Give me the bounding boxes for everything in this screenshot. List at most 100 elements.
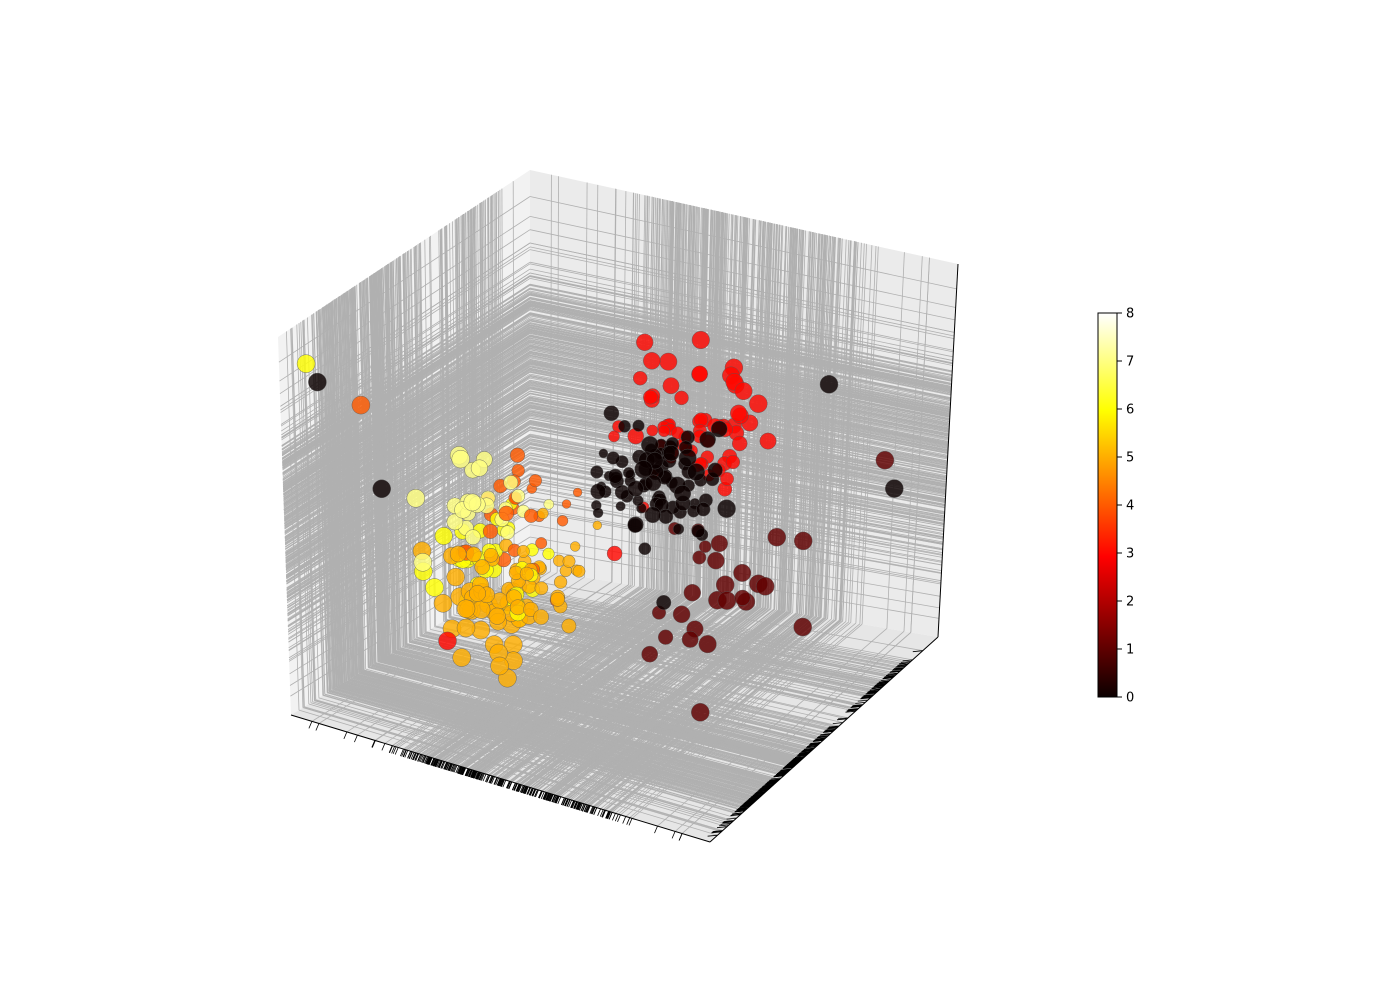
y-axis-tick bbox=[773, 775, 784, 778]
colorbar-ticks: 0 1 2 3 4 5 6 7 8 bbox=[1117, 307, 1134, 706]
y-axis-tick bbox=[875, 683, 886, 686]
x-axis-tick bbox=[516, 784, 520, 792]
x-axis-tick bbox=[412, 752, 416, 760]
scatter-point bbox=[641, 645, 659, 663]
x-axis-tick bbox=[577, 802, 582, 811]
grid-line-y bbox=[329, 690, 748, 809]
x-axis-tick bbox=[564, 798, 569, 807]
y-axis-tick bbox=[757, 790, 768, 792]
x-axis-tick bbox=[404, 750, 409, 758]
grid-line-z bbox=[529, 314, 951, 400]
x-axis-tick bbox=[506, 781, 511, 789]
y-axis-tick bbox=[779, 770, 790, 772]
y-axis-tick bbox=[861, 696, 872, 698]
x-axis-tick bbox=[557, 796, 562, 804]
scatter-point bbox=[767, 528, 786, 547]
grid-line-y bbox=[395, 650, 811, 753]
x-axis-tick bbox=[461, 767, 466, 775]
y-axis-tick bbox=[789, 760, 800, 763]
y-axis-tick bbox=[766, 781, 777, 784]
grid-line-z bbox=[287, 461, 531, 615]
grid-line-x bbox=[685, 205, 695, 595]
scatter-point bbox=[524, 508, 539, 523]
grid-line-y bbox=[365, 278, 375, 664]
grid-line-x bbox=[861, 246, 879, 625]
x-axis-tick bbox=[497, 778, 502, 786]
grid-line-x bbox=[685, 205, 694, 595]
y-axis-tick bbox=[775, 773, 786, 776]
grid-line-z bbox=[285, 404, 531, 560]
grid-line-y bbox=[514, 577, 923, 652]
grid-line-y bbox=[446, 619, 859, 710]
x-axis-tick bbox=[524, 786, 529, 794]
grid-line-y bbox=[341, 683, 759, 800]
x-axis-tick bbox=[526, 787, 531, 795]
grid-line-y bbox=[354, 286, 364, 671]
grid-line-y bbox=[319, 308, 332, 691]
grid-line-y bbox=[450, 616, 863, 706]
scatter-point bbox=[608, 430, 620, 443]
grid-line-z bbox=[284, 361, 531, 520]
scatter-point bbox=[553, 575, 568, 589]
grid-line-x bbox=[662, 200, 670, 591]
y-axis-tick bbox=[741, 803, 753, 806]
grid-line-y bbox=[304, 706, 723, 831]
x-axis-tick bbox=[495, 777, 500, 786]
x-axis-tick bbox=[481, 773, 485, 781]
grid-line-y bbox=[300, 321, 313, 702]
grid-line-y bbox=[354, 675, 771, 788]
grid-line-x bbox=[681, 632, 912, 834]
grid-line-y bbox=[322, 307, 334, 689]
y-axis-tick bbox=[734, 810, 745, 813]
grid-line-z bbox=[283, 355, 531, 514]
y-axis-tick bbox=[793, 757, 805, 759]
grid-line-y bbox=[346, 291, 357, 675]
grid-line-x bbox=[628, 192, 634, 585]
grid-line-y bbox=[451, 616, 863, 705]
grid-line-z bbox=[529, 305, 952, 392]
grid-line-y bbox=[361, 281, 372, 666]
x-axis-tick bbox=[608, 812, 613, 820]
x-axis-tick bbox=[474, 771, 479, 779]
grid-line-y bbox=[405, 644, 820, 745]
grid-line-y bbox=[351, 287, 362, 672]
scatter-point bbox=[406, 489, 425, 508]
scatter-point bbox=[674, 485, 692, 503]
grid-line-z bbox=[529, 467, 944, 544]
grid-line-y bbox=[339, 684, 757, 801]
x-axis-tick bbox=[521, 785, 526, 794]
y-axis-tick bbox=[746, 799, 757, 802]
grid-line-y bbox=[302, 707, 722, 833]
x-axis-tick bbox=[371, 740, 376, 748]
y-axis-tick bbox=[762, 785, 773, 788]
grid-line-y bbox=[328, 302, 340, 686]
y-axis-tick bbox=[743, 802, 754, 805]
scatter-point bbox=[691, 365, 708, 382]
x-axis-tick bbox=[459, 766, 464, 775]
y-axis-tick bbox=[767, 780, 778, 783]
grid-line-z bbox=[529, 468, 944, 545]
grid-line-z bbox=[529, 429, 945, 509]
grid-line-x bbox=[611, 188, 616, 582]
y-axis-tick bbox=[892, 668, 904, 670]
grid-line-y bbox=[303, 706, 723, 832]
grid-line-y bbox=[302, 320, 315, 701]
grid-line-y bbox=[393, 260, 401, 648]
grid-line-x bbox=[835, 240, 852, 620]
grid-line-y bbox=[302, 320, 316, 701]
grid-line-x bbox=[436, 591, 673, 760]
scatter-point bbox=[463, 493, 482, 512]
x-axis-tick bbox=[580, 803, 585, 811]
scatter-point bbox=[696, 502, 711, 517]
scatter-point bbox=[794, 531, 813, 551]
grid-line-y bbox=[403, 253, 411, 642]
grid-line-x bbox=[713, 212, 724, 600]
x-axis-tick bbox=[438, 760, 443, 768]
grid-line-x bbox=[708, 211, 719, 599]
x-axis-tick bbox=[617, 814, 621, 823]
scatter-point bbox=[615, 501, 626, 512]
grid-line-z bbox=[284, 370, 531, 529]
y-axis-tick bbox=[752, 794, 763, 797]
colorbar-gradient bbox=[1097, 312, 1118, 698]
grid-line-y bbox=[331, 301, 343, 684]
